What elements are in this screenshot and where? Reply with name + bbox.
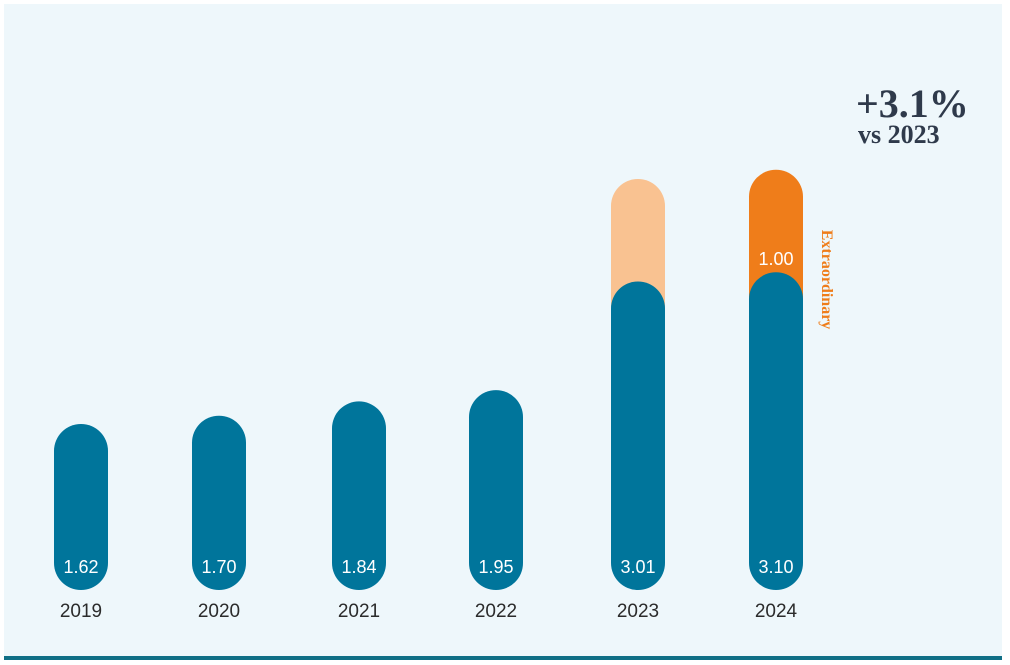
x-tick-label-2024: 2024: [755, 601, 798, 622]
bar-value-2022: 1.95: [478, 557, 513, 577]
growth-subline: vs 2023: [858, 120, 940, 149]
bar-2020: [192, 415, 246, 590]
bar-2023: [611, 281, 665, 590]
bar-2019: [54, 423, 108, 590]
bar-2021: [332, 401, 386, 590]
x-tick-label-2023: 2023: [617, 601, 659, 622]
x-tick-label-2022: 2022: [475, 601, 517, 622]
bar-2024: [749, 272, 803, 590]
bar-extraordinary-value-2024: 1.00: [758, 249, 793, 269]
bar-value-2020: 1.70: [201, 557, 236, 577]
x-tick-label-2020: 2020: [198, 601, 240, 622]
x-tick-label-2019: 2019: [60, 601, 102, 622]
bar-value-2023: 3.01: [620, 557, 655, 577]
bar-value-2021: 1.84: [341, 557, 376, 577]
bar-2022: [469, 390, 523, 590]
extraordinary-label: Extraordinary: [818, 230, 835, 330]
growth-headline: +3.1%: [856, 81, 969, 126]
bottom-rule: [4, 656, 1002, 660]
bar-value-2019: 1.62: [63, 557, 98, 577]
bar-value-2024: 3.10: [758, 557, 793, 577]
x-tick-label-2021: 2021: [338, 601, 380, 622]
